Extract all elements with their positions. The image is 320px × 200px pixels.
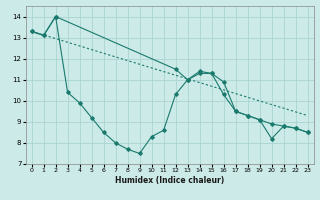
X-axis label: Humidex (Indice chaleur): Humidex (Indice chaleur) <box>115 176 224 185</box>
